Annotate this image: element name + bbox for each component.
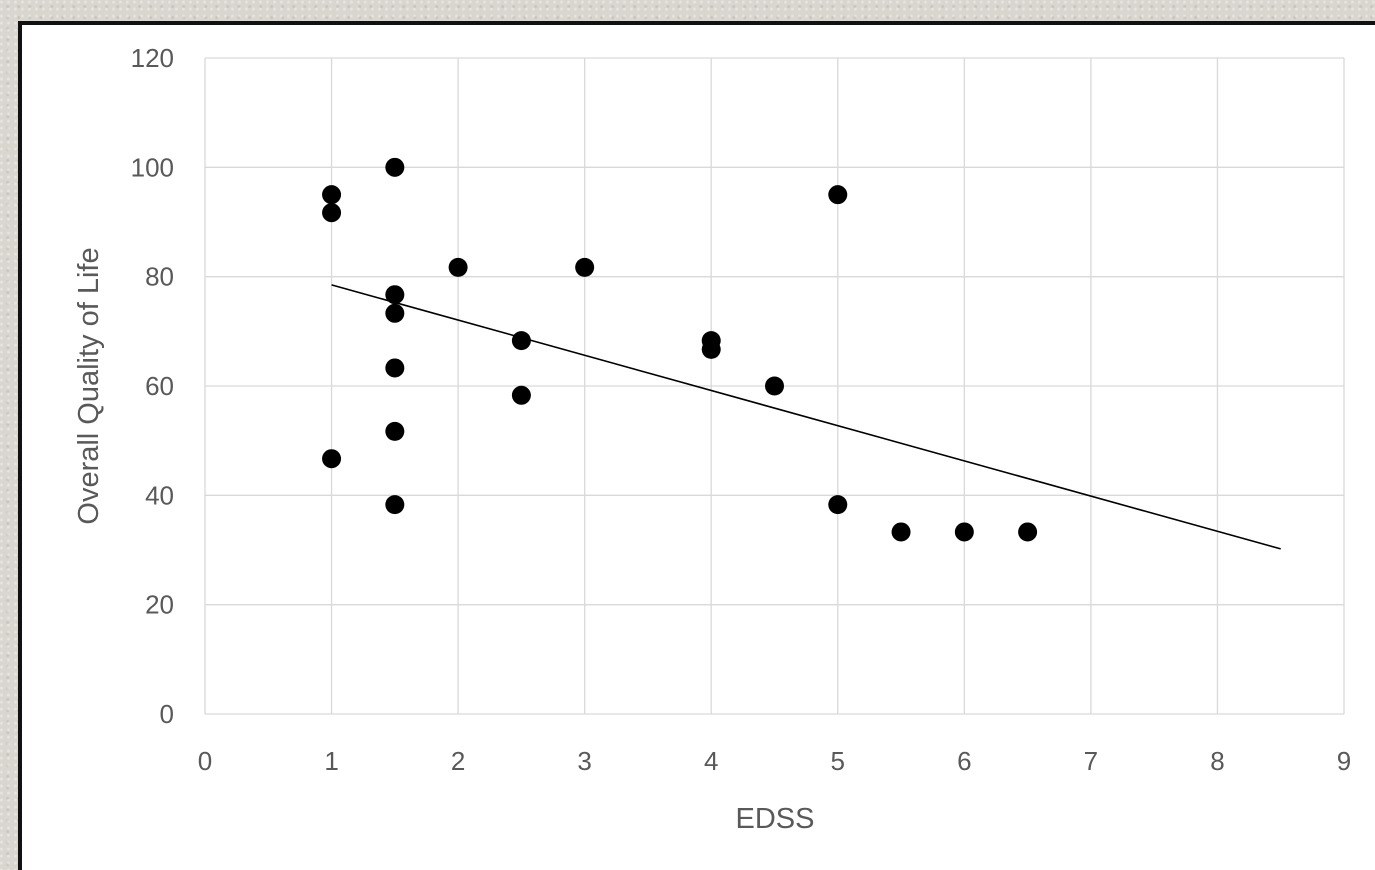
chart-frame bbox=[18, 21, 1375, 870]
data-point bbox=[385, 285, 405, 305]
x-tick-label: 4 bbox=[704, 746, 718, 776]
data-point bbox=[828, 185, 848, 205]
data-point bbox=[511, 331, 531, 351]
x-tick-label: 3 bbox=[577, 746, 591, 776]
data-points bbox=[322, 157, 1038, 542]
data-point bbox=[385, 421, 405, 441]
y-tick-label: 100 bbox=[131, 152, 174, 182]
x-tick-label: 1 bbox=[324, 746, 338, 776]
data-point bbox=[385, 495, 405, 515]
x-tick-label: 9 bbox=[1337, 746, 1351, 776]
data-point bbox=[765, 376, 784, 396]
data-point bbox=[828, 495, 848, 515]
data-point bbox=[385, 303, 405, 323]
data-point bbox=[322, 449, 342, 469]
data-point bbox=[322, 185, 342, 205]
x-tick-label: 0 bbox=[198, 746, 212, 776]
data-point bbox=[385, 157, 405, 177]
y-tick-label: 80 bbox=[145, 262, 174, 292]
x-tick-label: 2 bbox=[451, 746, 465, 776]
y-axis-title: Overall Quality of Life bbox=[73, 247, 105, 524]
y-tick-label: 60 bbox=[145, 371, 174, 401]
tick-labels: 0 1 2 3 4 5 6 7 8 9 0 20 40 60 80 100 120 bbox=[131, 43, 1352, 776]
x-tick-label: 7 bbox=[1084, 746, 1098, 776]
x-tick-label: 5 bbox=[831, 746, 845, 776]
data-point bbox=[385, 358, 405, 378]
data-point bbox=[891, 522, 911, 542]
x-tick-label: 8 bbox=[1210, 746, 1224, 776]
y-tick-label: 20 bbox=[145, 590, 174, 620]
y-tick-label: 120 bbox=[131, 43, 174, 73]
data-point bbox=[511, 385, 531, 405]
trendline bbox=[331, 284, 1281, 550]
data-point bbox=[1018, 522, 1038, 542]
gridlines bbox=[204, 57, 1345, 715]
x-axis-title: EDSS bbox=[736, 803, 815, 835]
data-point bbox=[448, 257, 468, 277]
x-tick-label: 6 bbox=[957, 746, 971, 776]
data-point bbox=[701, 339, 721, 359]
data-point bbox=[954, 522, 974, 542]
y-tick-label: 0 bbox=[160, 699, 174, 729]
data-point bbox=[322, 203, 342, 223]
y-tick-label: 40 bbox=[145, 480, 174, 510]
data-point bbox=[575, 257, 595, 277]
